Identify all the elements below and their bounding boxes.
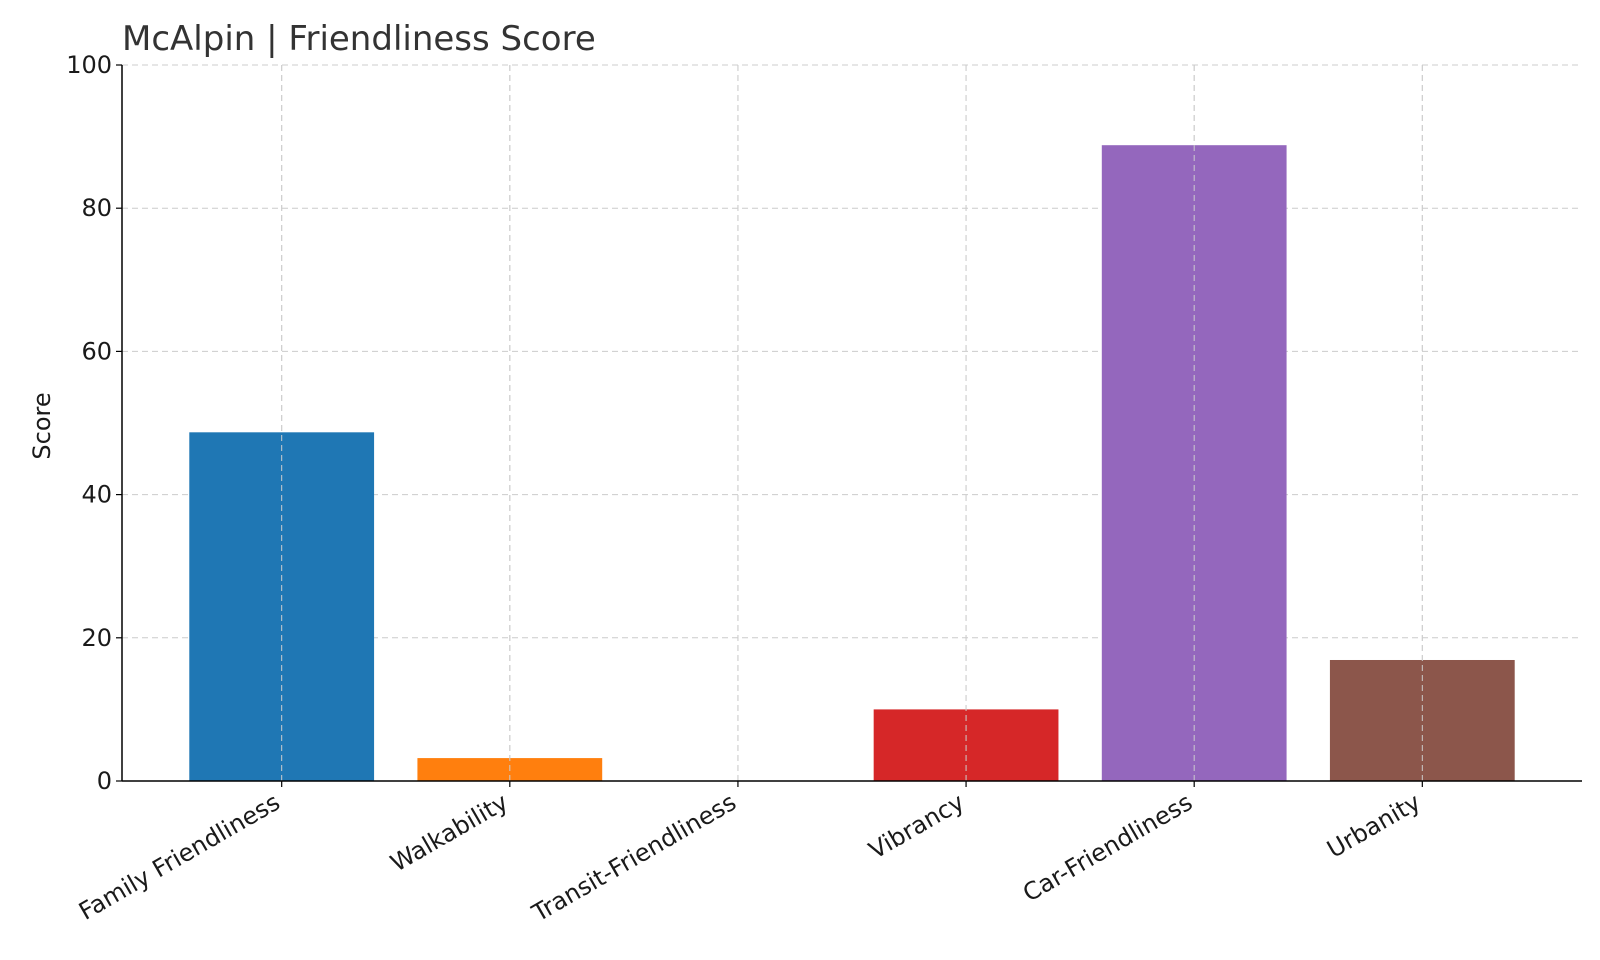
bars xyxy=(189,65,1515,781)
y-tick-label: 0 xyxy=(97,767,112,795)
x-tick-label: Family Friendliness xyxy=(74,788,285,926)
y-tick-label: 80 xyxy=(81,194,112,222)
y-ticks: 0 20 40 60 80 100 xyxy=(66,51,122,795)
y-tick-label: 40 xyxy=(81,481,112,509)
x-tick-label: Car-Friendliness xyxy=(1018,788,1197,908)
y-tick-label: 100 xyxy=(66,51,112,79)
x-tick-label: Vibrancy xyxy=(864,788,969,865)
axes xyxy=(121,65,1582,782)
y-tick-label: 20 xyxy=(81,624,112,652)
y-tick-label: 60 xyxy=(81,337,112,365)
x-tick-label: Urbanity xyxy=(1322,788,1425,864)
x-ticks: Family Friendliness Walkability Transit-Fr… xyxy=(74,781,1425,928)
chart-title: McAlpin | Friendliness Score xyxy=(122,19,596,59)
y-axis-label: Score xyxy=(28,392,56,459)
x-tick-label: Walkability xyxy=(386,788,513,878)
x-tick-label: Transit-Friendliness xyxy=(527,788,741,928)
